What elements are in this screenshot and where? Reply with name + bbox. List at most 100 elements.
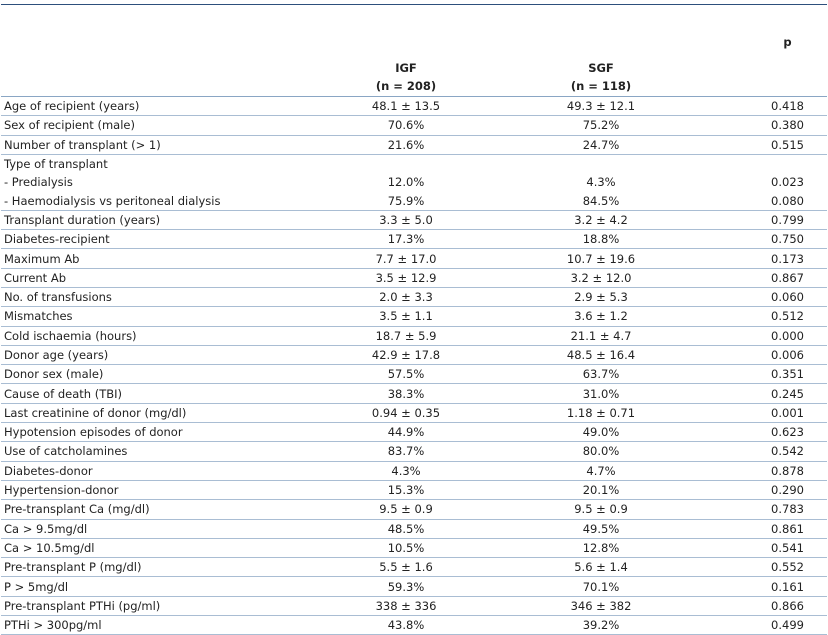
row-label: Diabetes-donor — [1, 461, 306, 481]
cell-igf: 3.5 ± 12.9 — [306, 268, 506, 288]
row-label: Diabetes-recipient — [1, 229, 306, 250]
row-label: Pre-transplant PTHi (pg/ml) — [1, 596, 306, 617]
cell-igf: 17.3% — [306, 229, 506, 250]
cell-igf: 15.3% — [306, 480, 506, 501]
row-label: P > 5mg/dl — [1, 576, 306, 597]
cell-p: 0.351 — [696, 364, 827, 385]
cell-p: 0.750 — [696, 229, 827, 250]
cell-sgf: 49.3 ± 12.1 — [506, 96, 696, 117]
header-name: SGF — [588, 61, 614, 75]
cell-p: 0.173 — [696, 248, 827, 269]
row-label: Hypertension-donor — [1, 480, 306, 501]
header-p: p — [696, 4, 827, 97]
cell-p: 0.006 — [696, 345, 827, 366]
cell-igf: 10.5% — [306, 538, 506, 559]
table-row: Current Ab 3.5 ± 12.9 3.2 ± 12.0 0.867 — [1, 268, 827, 288]
table-row: PTHi > 300pg/ml 43.8% 39.2% 0.499 — [1, 615, 827, 635]
cell-sgf: 3.2 ± 4.2 — [506, 210, 696, 231]
cell-p: 0.060 — [696, 287, 827, 308]
table-row: Transplant duration (years) 3.3 ± 5.0 3.2 … — [1, 210, 827, 231]
row-label: Type of transplant — [4, 157, 108, 172]
cell-igf: 38.3% — [306, 383, 506, 404]
table-row: Ca > 10.5mg/dl 10.5% 12.8% 0.541 — [1, 538, 827, 559]
cell-igf: 18.7 ± 5.9 — [306, 326, 506, 346]
cell-p: 0.499 — [696, 615, 827, 635]
cell-p: 0.161 — [696, 576, 827, 597]
row-label: Donor sex (male) — [1, 364, 306, 385]
cell-p: 0.542 — [696, 441, 827, 462]
cell-igf: 48.1 ± 13.5 — [306, 96, 506, 117]
cell-igf: 44.9% — [306, 422, 506, 443]
cell-igf: 21.6% — [306, 135, 506, 155]
cell-p: 0.623 — [696, 422, 827, 443]
cell-igf: 43.8% — [306, 615, 506, 635]
row-label: Sex of recipient (male) — [1, 115, 306, 136]
table-row: Diabetes-donor 4.3% 4.7% 0.878 — [1, 461, 827, 481]
cell-igf: 3.3 ± 5.0 — [306, 210, 506, 231]
table-row: Use of catcholamines 83.7% 80.0% 0.542 — [1, 441, 827, 462]
cell-igf: 59.3% — [306, 576, 506, 597]
cell-p: 0.290 — [696, 480, 827, 501]
table-row: - Predialysis 12.0% 4.3% 0.023 — [1, 173, 827, 191]
cell-sgf — [506, 154, 696, 173]
row-label: Last creatinine of donor (mg/dl) — [1, 403, 306, 424]
cell-sgf: 49.5% — [506, 519, 696, 539]
row-label: PTHi > 300pg/ml — [1, 615, 306, 635]
cell-sgf: 2.9 ± 5.3 — [506, 287, 696, 308]
header-n: (n = 208) — [375, 79, 437, 93]
table-row: Hypertension-donor 15.3% 20.1% 0.290 — [1, 480, 827, 501]
table-row: Pre-transplant Ca (mg/dl) 9.5 ± 0.9 9.5 ± … — [1, 499, 827, 520]
cell-p: 0.783 — [696, 499, 827, 520]
cell-sgf: 4.7% — [506, 461, 696, 481]
row-label: Cause of death (TBI) — [1, 383, 306, 404]
header-n: (n = 118) — [570, 79, 632, 93]
cell-sgf: 75.2% — [506, 115, 696, 136]
cell-igf: 12.0% — [387, 175, 425, 190]
cell-sgf: 5.6 ± 1.4 — [506, 557, 696, 578]
cell-p: 0.512 — [696, 306, 827, 327]
cell-p: 0.552 — [696, 557, 827, 578]
table-row: Pre-transplant P (mg/dl) 5.5 ± 1.6 5.6 ± 1… — [1, 557, 827, 578]
cell-p: 0.380 — [696, 115, 827, 136]
row-label: Ca > 9.5mg/dl — [1, 519, 306, 539]
cell-igf — [306, 154, 506, 173]
row-label: Transplant duration (years) — [1, 210, 306, 231]
cell-sgf: 48.5 ± 16.4 — [506, 345, 696, 366]
cell-p: 0.515 — [696, 135, 827, 155]
row-label: Number of transplant (> 1) — [1, 135, 306, 155]
table-row: Sex of recipient (male) 70.6% 75.2% 0.380 — [1, 115, 827, 136]
cell-p — [696, 154, 827, 173]
cell-igf: 83.7% — [306, 441, 506, 462]
table-row: - Haemodialysis vs peritoneal dialysis 75… — [1, 191, 827, 211]
cell-sgf: 39.2% — [506, 615, 696, 635]
row-label: No. of transfusions — [1, 287, 306, 308]
header-blank — [1, 4, 306, 97]
row-label: Ca > 10.5mg/dl — [1, 538, 306, 559]
cell-sgf: 12.8% — [506, 538, 696, 559]
cell-sgf: 20.1% — [506, 480, 696, 501]
cell-sgf: 84.5% — [506, 191, 696, 211]
row-label: Age of recipient (years) — [1, 96, 306, 117]
cell-p: 0.023 — [771, 175, 804, 190]
table-row: Number of transplant (> 1) 21.6% 24.7% 0.51… — [1, 135, 827, 155]
cell-igf: 7.7 ± 17.0 — [306, 248, 506, 269]
cell-p: 0.867 — [696, 268, 827, 288]
cell-igf: 42.9 ± 17.8 — [306, 345, 506, 366]
page: IGF (n = 208) SGF (n = 118) p Age of recip… — [1, 4, 827, 635]
cell-igf: 57.5% — [306, 364, 506, 385]
cell-igf: 75.9% — [306, 191, 506, 211]
cell-igf: 70.6% — [306, 115, 506, 136]
cell-p: 0.799 — [696, 210, 827, 231]
cell-igf: 9.5 ± 0.9 — [306, 499, 506, 520]
cell-p: 0.245 — [696, 383, 827, 404]
table-row: Donor sex (male) 57.5% 63.7% 0.351 — [1, 364, 827, 385]
table-row: P > 5mg/dl 59.3% 70.1% 0.161 — [1, 576, 827, 597]
cell-p: 0.541 — [696, 538, 827, 559]
cell-sgf: 3.2 ± 12.0 — [506, 268, 696, 288]
cell-sgf: 18.8% — [506, 229, 696, 250]
cell-p: 0.001 — [696, 403, 827, 424]
data-table: IGF (n = 208) SGF (n = 118) p Age of recip… — [1, 4, 827, 635]
cell-igf: 0.94 ± 0.35 — [306, 403, 506, 424]
cell-sgf: 4.3% — [586, 175, 616, 190]
row-label: Hypotension episodes of donor — [1, 422, 306, 443]
